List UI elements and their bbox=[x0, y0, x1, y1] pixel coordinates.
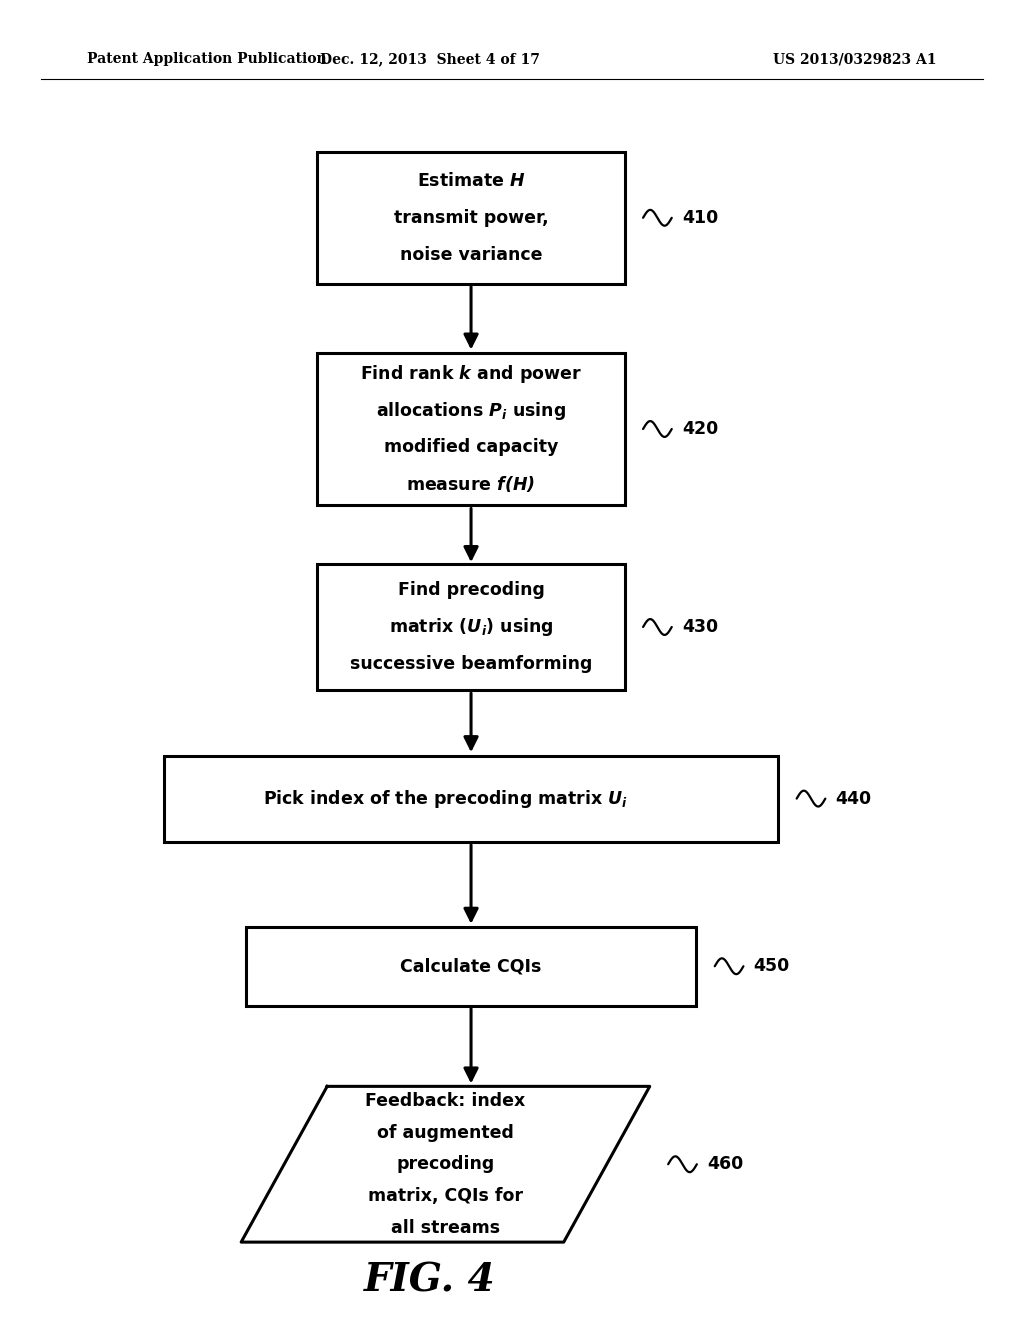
Text: 420: 420 bbox=[682, 420, 718, 438]
Text: Estimate $\bfit{H}$: Estimate $\bfit{H}$ bbox=[417, 172, 525, 190]
Text: of augmented: of augmented bbox=[377, 1123, 514, 1142]
Text: successive beamforming: successive beamforming bbox=[350, 655, 592, 673]
Text: matrix, CQIs for: matrix, CQIs for bbox=[368, 1187, 523, 1205]
Text: FIG. 4: FIG. 4 bbox=[365, 1262, 496, 1299]
Text: 440: 440 bbox=[836, 789, 871, 808]
Bar bbox=[317, 354, 625, 504]
Text: 410: 410 bbox=[682, 209, 718, 227]
Text: Find precoding: Find precoding bbox=[397, 581, 545, 599]
Text: precoding: precoding bbox=[396, 1155, 495, 1173]
Text: all streams: all streams bbox=[391, 1218, 500, 1237]
Text: matrix ($\bfit{U_i}$) using: matrix ($\bfit{U_i}$) using bbox=[389, 616, 553, 638]
Text: noise variance: noise variance bbox=[399, 246, 543, 264]
Text: allocations $\bfit{P_i}$ using: allocations $\bfit{P_i}$ using bbox=[376, 400, 566, 421]
Polygon shape bbox=[241, 1086, 650, 1242]
Text: Calculate CQIs: Calculate CQIs bbox=[400, 957, 542, 975]
Text: 450: 450 bbox=[754, 957, 790, 975]
Text: 460: 460 bbox=[708, 1155, 743, 1173]
Text: Find rank $\bfit{k}$ and power: Find rank $\bfit{k}$ and power bbox=[360, 363, 582, 384]
Text: transmit power,: transmit power, bbox=[393, 209, 549, 227]
Bar bbox=[317, 152, 625, 284]
Text: Feedback: index: Feedback: index bbox=[366, 1092, 525, 1110]
Bar bbox=[164, 755, 778, 842]
Text: Dec. 12, 2013  Sheet 4 of 17: Dec. 12, 2013 Sheet 4 of 17 bbox=[321, 53, 540, 66]
Text: US 2013/0329823 A1: US 2013/0329823 A1 bbox=[773, 53, 937, 66]
Text: Pick index of the precoding matrix $\bfit{U_i}$: Pick index of the precoding matrix $\bfi… bbox=[263, 788, 628, 809]
Bar bbox=[317, 565, 625, 689]
Text: measure $\bfit{f(H)}$: measure $\bfit{f(H)}$ bbox=[407, 474, 536, 495]
Bar bbox=[246, 927, 696, 1006]
Text: modified capacity: modified capacity bbox=[384, 438, 558, 457]
Text: Patent Application Publication: Patent Application Publication bbox=[87, 53, 327, 66]
Text: 430: 430 bbox=[682, 618, 718, 636]
